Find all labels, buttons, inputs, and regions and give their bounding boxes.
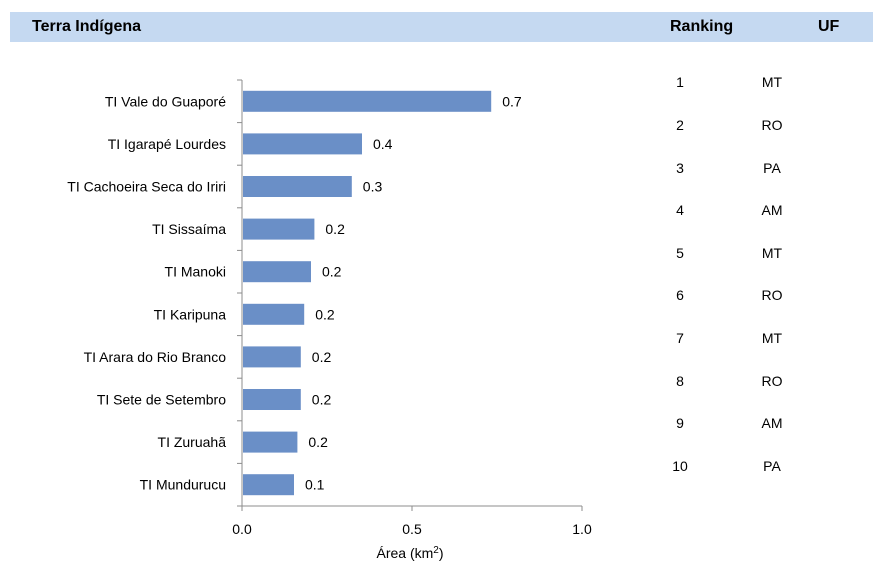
ranking-cell: 2 [676, 116, 684, 133]
header-terra-indigena: Terra Indígena [32, 18, 142, 35]
category-label: TI Sissaíma [152, 221, 226, 237]
data-label: 0.2 [315, 306, 335, 322]
header-uf: UF [818, 18, 840, 35]
category-label: TI Karipuna [154, 306, 227, 322]
category-label: TI Arara do Rio Branco [84, 349, 227, 365]
ranking-cell: 8 [676, 372, 684, 389]
ranking-cell: 4 [676, 202, 684, 219]
category-label: TI Zuruahã [158, 434, 227, 450]
category-label: TI Mundurucu [140, 477, 226, 493]
uf-cell: MT [761, 329, 783, 346]
data-label: 0.2 [325, 221, 345, 237]
bar [243, 176, 352, 197]
ranking-cell: 5 [676, 244, 684, 261]
bar [243, 303, 305, 325]
x-axis-label: Área (km2) [376, 545, 443, 562]
bar [243, 218, 315, 240]
uf-cell: AM [761, 415, 783, 432]
ranking-cell: 7 [676, 329, 684, 346]
uf-cell: AM [761, 202, 783, 219]
bar [243, 261, 311, 283]
data-label: 0.4 [373, 136, 393, 152]
ranking-cell: 6 [676, 287, 684, 304]
category-label: TI Cachoeira Seca do Iriri [67, 179, 226, 195]
data-label: 0.2 [312, 392, 332, 408]
x-tick-label: 0.5 [402, 521, 422, 537]
x-tick-label: 0.0 [232, 521, 252, 537]
data-label: 0.2 [308, 434, 328, 450]
ranking-cell: 3 [676, 159, 684, 176]
uf-cell: RO [761, 116, 783, 133]
table-header: Terra Indígena Ranking UF [10, 12, 873, 42]
bar [243, 431, 298, 453]
bar [243, 474, 294, 496]
uf-cell: MT [761, 74, 783, 91]
uf-cell: RO [761, 372, 783, 389]
uf-cell: PA [763, 159, 781, 176]
ranking-cell: 9 [676, 415, 684, 432]
category-label: TI Manoki [165, 264, 226, 280]
uf-cell: MT [761, 244, 783, 261]
bar [243, 133, 362, 155]
data-label: 0.3 [363, 179, 383, 195]
uf-cell: RO [761, 287, 783, 304]
uf-cell: PA [763, 457, 781, 474]
category-label: TI Igarapé Lourdes [108, 136, 226, 152]
ranking-cell: 1 [676, 74, 684, 91]
bar [243, 346, 301, 368]
category-label: TI Vale do Guaporé [105, 93, 226, 109]
data-label: 0.2 [312, 349, 332, 365]
category-label: TI Sete de Setembro [97, 392, 226, 408]
ranking-cell: 10 [672, 457, 688, 474]
bar [243, 90, 492, 112]
x-tick-label: 1.0 [572, 521, 592, 537]
bar [243, 389, 301, 410]
header-ranking: Ranking [670, 18, 734, 35]
data-label: 0.7 [502, 93, 522, 109]
data-label: 0.2 [322, 264, 342, 280]
data-label: 0.1 [305, 477, 325, 493]
